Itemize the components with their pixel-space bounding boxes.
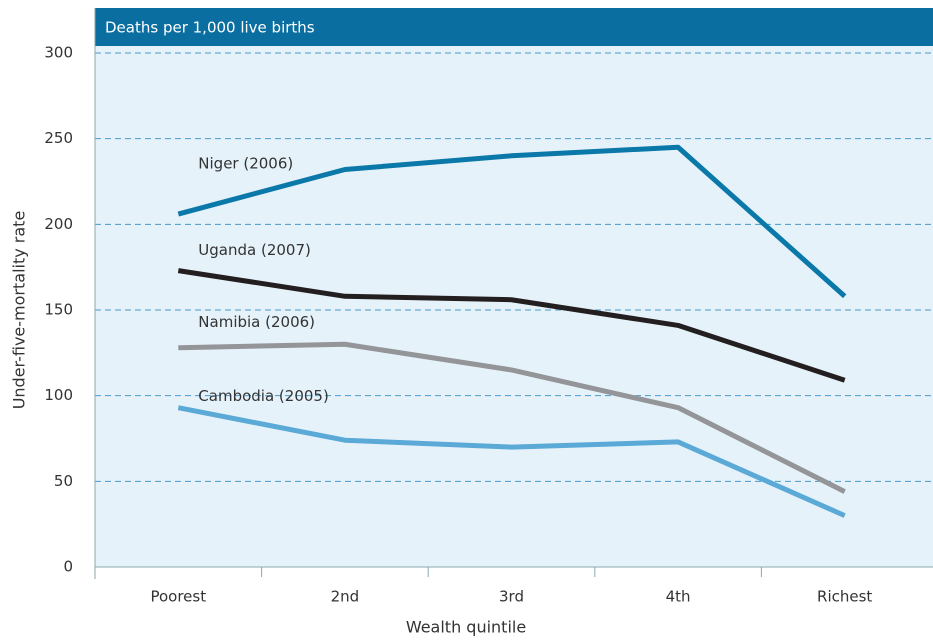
y-tick-label: 250 bbox=[44, 129, 73, 147]
x-tick-label: 3rd bbox=[499, 588, 524, 606]
y-tick-label: 0 bbox=[63, 558, 73, 576]
chart-title: Deaths per 1,000 live births bbox=[105, 19, 315, 37]
x-tick-label: Richest bbox=[817, 588, 872, 606]
y-tick-label: 300 bbox=[44, 44, 73, 62]
series-label: Cambodia (2005) bbox=[198, 387, 329, 405]
y-axis-title: Under-five-mortality rate bbox=[10, 211, 29, 410]
y-tick-label: 150 bbox=[44, 301, 73, 319]
y-tick-label: 100 bbox=[44, 386, 73, 404]
series-line bbox=[177, 268, 846, 383]
x-tick-label: 2nd bbox=[331, 588, 360, 606]
x-tick-label: Poorest bbox=[150, 588, 206, 606]
y-tick-label: 50 bbox=[54, 472, 73, 490]
series-label: Niger (2006) bbox=[198, 155, 293, 173]
series-line bbox=[177, 144, 847, 299]
plot-background bbox=[95, 8, 933, 567]
x-axis-title: Wealth quintile bbox=[406, 618, 526, 637]
series-line bbox=[178, 341, 846, 494]
y-tick-label: 200 bbox=[44, 215, 73, 233]
series-label: Uganda (2007) bbox=[198, 241, 311, 259]
header-band bbox=[95, 8, 933, 46]
series-line bbox=[177, 405, 846, 518]
series-label: Namibia (2006) bbox=[198, 313, 315, 331]
x-tick-label: 4th bbox=[666, 588, 691, 606]
